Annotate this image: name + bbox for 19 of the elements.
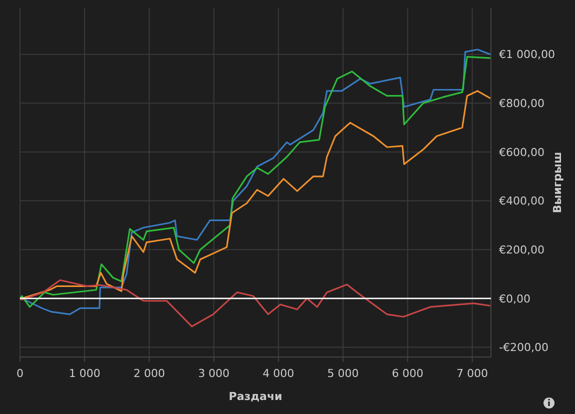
line-series	[19, 279, 492, 328]
y-tick-label: €800,00	[499, 97, 544, 110]
y-axis-title: Выигрыш	[551, 152, 564, 214]
x-tick-label: 7 000	[456, 367, 488, 380]
y-tick-label: €400,00	[499, 194, 544, 208]
y-tick-label: -€200,00	[499, 341, 548, 354]
x-tick-label: 2 000	[133, 367, 165, 380]
x-tick-label: 4 000	[262, 367, 294, 380]
x-tick-label: 5 000	[327, 367, 359, 380]
y-tick-label: €0,00	[499, 292, 530, 306]
y-tick-label: €1 000,00	[499, 48, 555, 62]
x-tick-label: 3 000	[198, 367, 230, 380]
x-axis-title: Раздачи	[228, 390, 282, 403]
x-tick-label: 6 000	[392, 367, 424, 380]
y-tick-label: €600,00	[499, 146, 544, 159]
x-tick-label: 0	[16, 367, 24, 380]
line-series	[19, 90, 492, 300]
x-tick-label: 1 000	[68, 367, 100, 380]
y-tick-label: €200,00	[499, 243, 544, 256]
